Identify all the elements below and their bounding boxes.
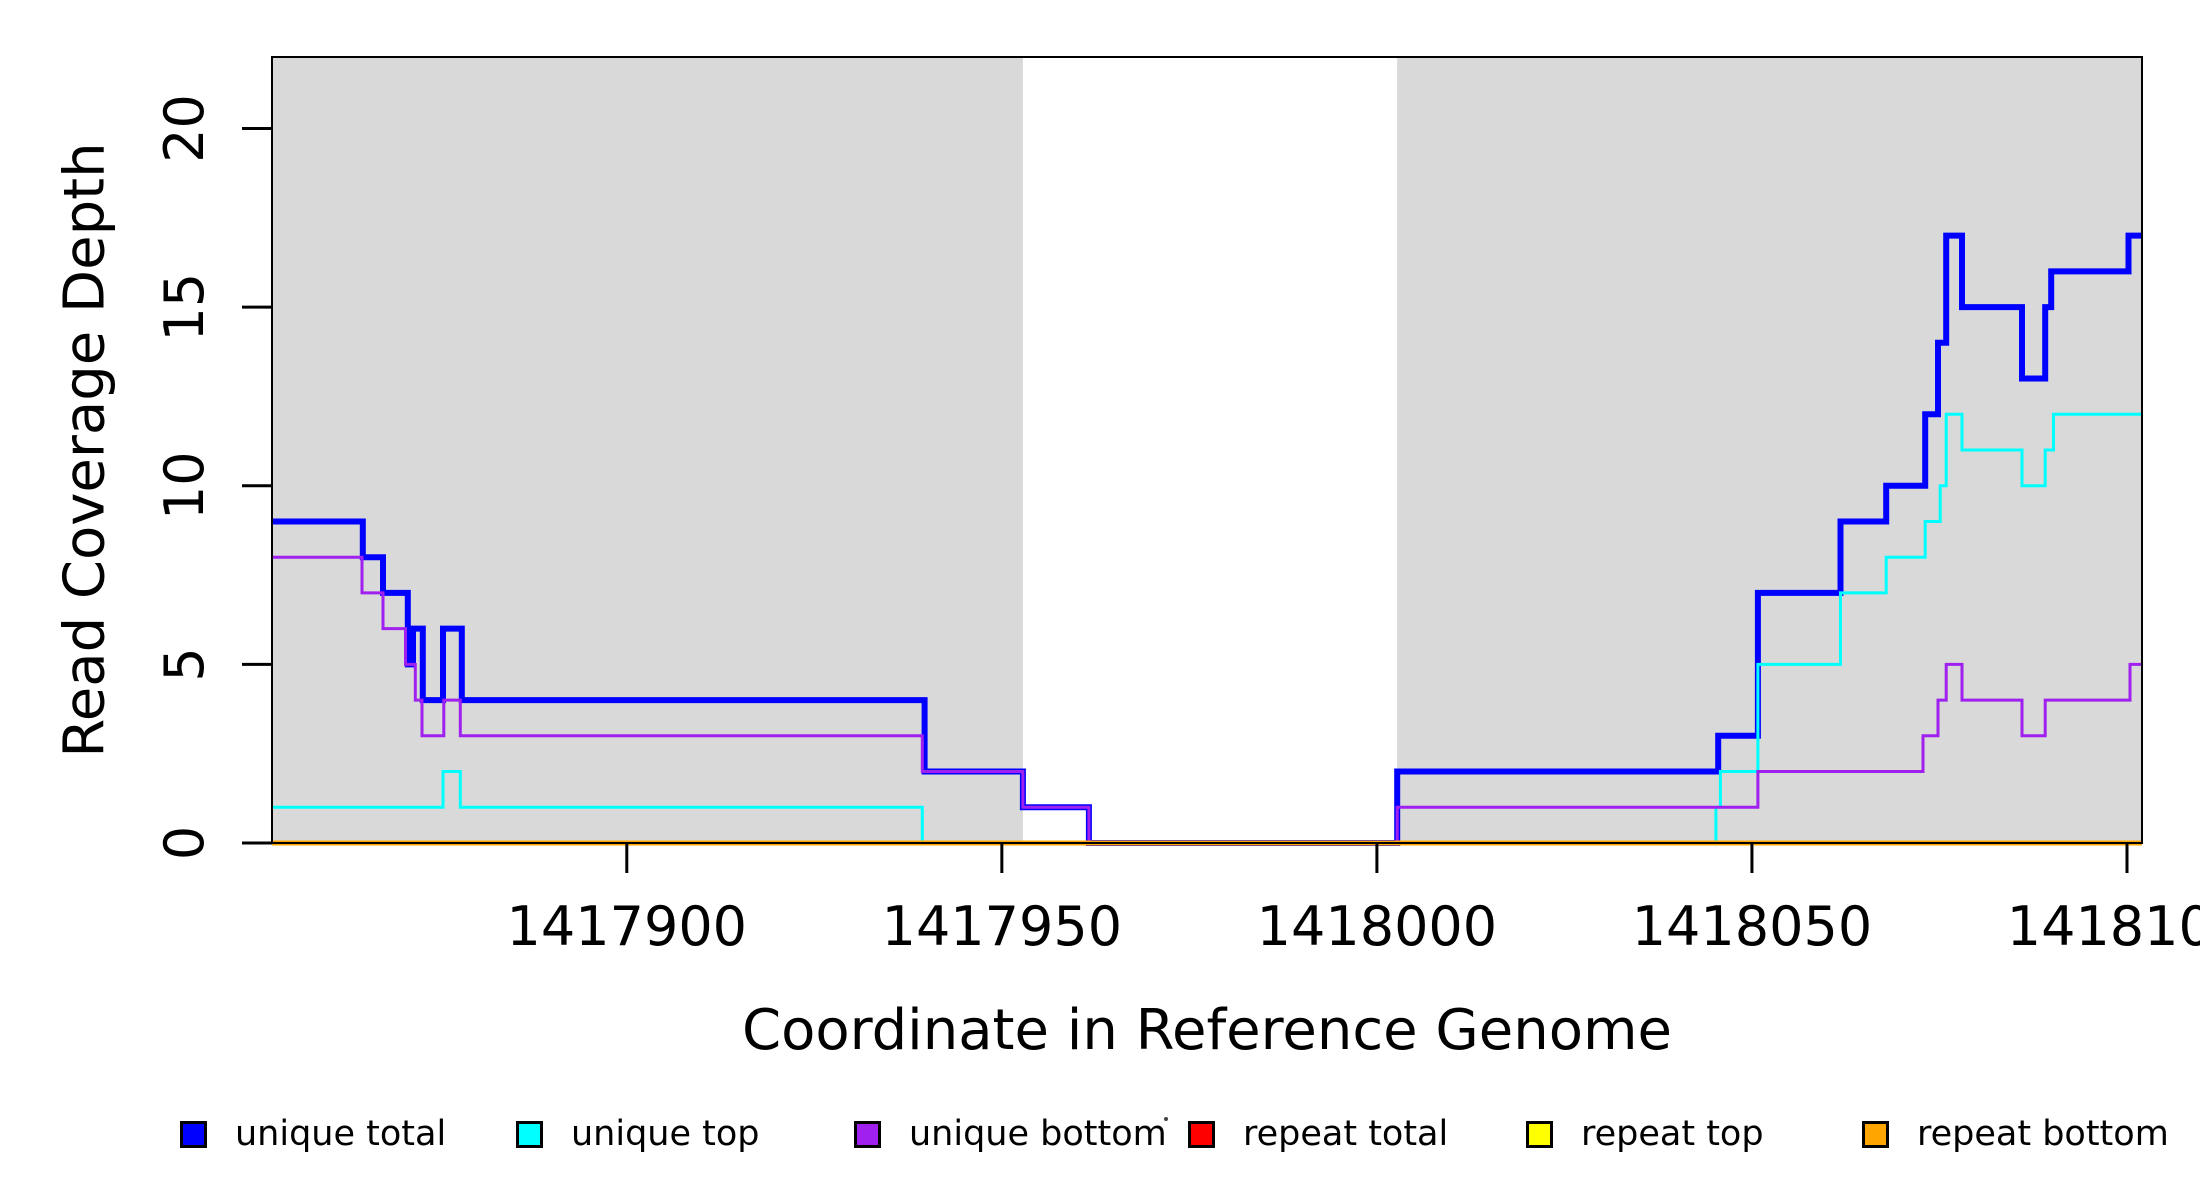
legend-label: unique top [571,1114,760,1154]
y-tick-label: 0 [153,826,216,860]
repeat-top-swatch-icon [1526,1121,1553,1148]
repeat-total-swatch-icon [1188,1121,1215,1148]
x-tick-label: 1417950 [882,895,1123,958]
legend-label: repeat top [1581,1114,1764,1154]
unique-bottom-swatch-icon [854,1121,881,1148]
legend-label: unique bottom [909,1114,1167,1154]
x-tick-label: 1418050 [1632,895,1873,958]
repeat-bottom-swatch-icon [1862,1121,1889,1148]
x-axis-title: Coordinate in Reference Genome [741,998,1673,1063]
shaded-region-0 [272,57,1023,843]
legend-label: repeat bottom [1917,1114,2169,1154]
series-line-unique-total [272,232,2142,846]
unique-total-swatch-icon [180,1121,207,1148]
stray-dot [1164,1117,1168,1121]
y-tick-label: 15 [153,273,216,342]
legend-label: repeat total [1243,1114,1449,1154]
unique-top-swatch-icon [516,1121,543,1148]
legend-label: unique total [235,1114,447,1154]
x-tick-label: 1418000 [1257,895,1498,958]
y-tick-label: 20 [153,94,216,163]
y-axis-title: Read Coverage Depth [52,142,118,758]
series-line-unique-bottom [272,555,2142,845]
plot-box [271,56,2143,844]
shaded-region-1 [1397,57,2142,843]
y-tick-label: 5 [153,647,216,681]
y-tick-label: 10 [153,451,216,520]
series-line-unique-top [272,412,2142,845]
x-tick-label: 1417900 [507,895,748,958]
